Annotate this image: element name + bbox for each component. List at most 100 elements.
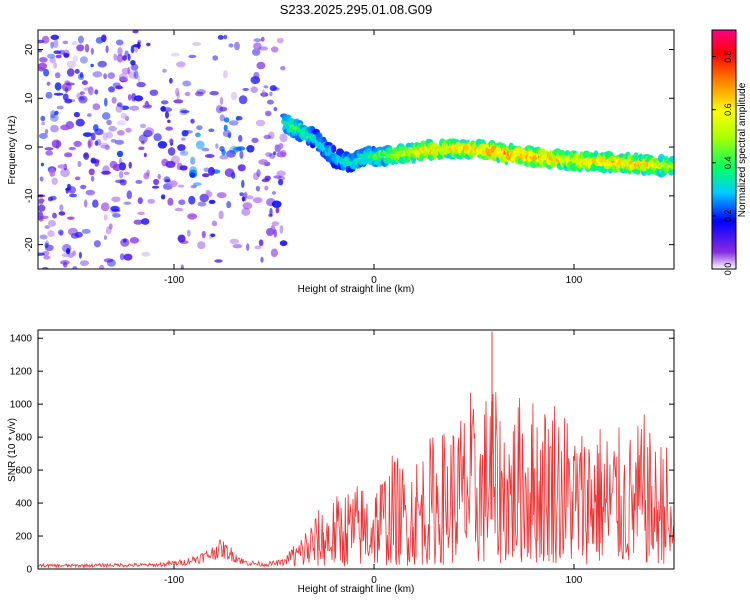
heatmap-blob	[177, 184, 185, 188]
heatmap-blob	[179, 150, 189, 156]
heatmap-blob	[232, 244, 243, 249]
y-tick-label: 1400	[10, 334, 33, 345]
heatmap-blob	[50, 41, 54, 49]
heatmap-blob	[265, 110, 272, 117]
heatmap-ridge-cell	[633, 152, 639, 161]
heatmap-blob	[100, 145, 111, 149]
heatmap-blob	[174, 207, 184, 212]
heatmap-blob	[269, 85, 277, 92]
heatmap-blob	[39, 176, 44, 182]
heatmap-blob	[68, 186, 76, 194]
heatmap-blob	[190, 156, 196, 165]
heatmap-blob	[256, 61, 266, 70]
heatmap-blob	[149, 89, 159, 96]
heatmap-blob	[180, 264, 184, 269]
heatmap-blob	[265, 152, 272, 157]
heatmap-blob	[134, 47, 138, 53]
heatmap-blob	[100, 202, 110, 212]
heatmap-blob	[90, 175, 95, 182]
heatmap-blob	[90, 132, 96, 141]
heatmap-blob	[271, 191, 276, 195]
heatmap-blob	[216, 192, 227, 199]
heatmap-blob	[258, 159, 269, 165]
heatmap-blob	[47, 230, 55, 238]
heatmap-blob	[109, 160, 118, 169]
heatmap-blob	[41, 121, 45, 126]
heatmap-blob	[92, 71, 103, 78]
heatmap-blob	[74, 68, 80, 74]
heatmap-blob	[234, 41, 240, 51]
heatmap-blob	[269, 91, 273, 97]
heatmap-blob	[62, 93, 69, 101]
heatmap-blob	[115, 39, 124, 46]
heatmap-blob	[103, 73, 107, 80]
heatmap-blob	[90, 63, 94, 68]
heatmap-blob	[87, 113, 92, 117]
heatmap-blob	[73, 140, 82, 147]
heatmap-blob	[117, 47, 123, 56]
heatmap-blob	[76, 92, 83, 100]
heatmap-ridge-cell	[430, 143, 439, 149]
heatmap-blob	[132, 30, 139, 34]
heatmap-blob	[129, 105, 140, 111]
heatmap-blob	[177, 144, 186, 152]
heatmap-blob	[105, 45, 109, 53]
heatmap-blob	[120, 112, 127, 119]
heatmap-blob	[123, 253, 133, 261]
heatmap-blob	[66, 60, 77, 69]
heatmap-blob	[244, 191, 248, 199]
heatmap-blob	[258, 239, 264, 247]
heatmap-blob	[49, 57, 56, 64]
heatmap-blob	[77, 35, 84, 44]
heatmap-blob	[171, 52, 180, 57]
heatmap-blob	[173, 99, 184, 104]
heatmap-blob	[184, 91, 191, 97]
heatmap-blob	[273, 107, 278, 112]
heatmap-ridge-cell	[670, 160, 674, 170]
heatmap-blob	[226, 201, 232, 209]
heatmap-blob	[44, 147, 54, 151]
heatmap-ridge-cell	[582, 150, 591, 159]
heatmap-blob	[39, 234, 48, 240]
heatmap-blob	[130, 45, 135, 54]
heatmap-blob	[55, 54, 62, 59]
heatmap-blob	[114, 86, 124, 90]
heatmap-blob	[258, 46, 269, 51]
heatmap-blob	[78, 251, 82, 259]
heatmap-blob	[271, 200, 282, 208]
y-tick-label: 400	[15, 499, 32, 510]
heatmap-blob	[141, 251, 151, 257]
heatmap-blob	[143, 172, 150, 180]
heatmap-blob	[167, 119, 171, 124]
heatmap-blob	[201, 230, 206, 239]
heatmap-blob	[40, 215, 49, 219]
heatmap-blob	[48, 219, 56, 227]
heatmap-blob	[147, 198, 156, 204]
heatmap-blob	[135, 179, 143, 184]
heatmap-blob	[238, 95, 248, 105]
heatmap-blob	[137, 197, 143, 205]
y-tick-label: -20	[24, 237, 35, 252]
heatmap-blob	[59, 230, 64, 236]
heatmap-blob	[118, 72, 128, 82]
heatmap-blob	[163, 176, 171, 183]
x-tick-label: 100	[566, 275, 583, 286]
heatmap-blob	[81, 228, 91, 234]
heatmap-blob	[122, 55, 127, 61]
heatmap-blob	[43, 68, 50, 77]
heatmap-blob	[208, 128, 215, 133]
heatmap-blob	[241, 179, 245, 189]
heatmap-blob	[141, 218, 150, 225]
heatmap-blob	[192, 42, 201, 46]
heatmap-blob	[44, 242, 49, 249]
heatmap-blob	[55, 140, 60, 150]
heatmap-blob	[102, 112, 111, 120]
heatmap-blob	[127, 67, 131, 75]
heatmap-blob	[153, 133, 162, 142]
heatmap-blob	[144, 127, 155, 136]
heatmap-blob	[38, 252, 45, 256]
heatmap-blob	[76, 44, 85, 52]
heatmap-blob	[276, 37, 284, 44]
heatmap-blob	[254, 245, 262, 250]
heatmap-blob	[68, 146, 76, 151]
